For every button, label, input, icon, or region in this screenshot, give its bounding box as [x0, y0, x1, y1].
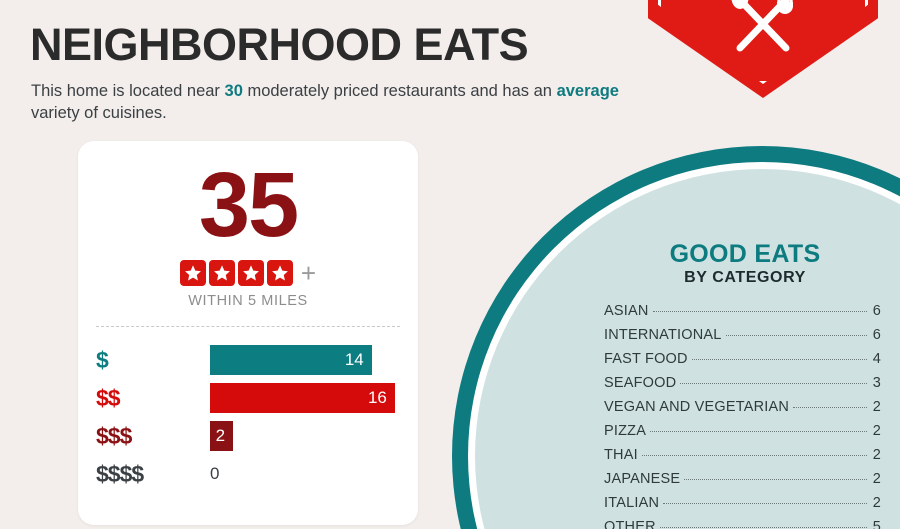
bar-row: $14 [78, 341, 418, 379]
spoon-fork-icon [731, 0, 793, 52]
list-item: OTHER 5 [604, 519, 881, 529]
bar-category-label: $$$ [96, 422, 132, 449]
category-name: THAI [604, 447, 638, 463]
category-name: OTHER [604, 519, 656, 529]
dot-leader [680, 383, 867, 384]
list-item: PIZZA 2 [604, 423, 881, 447]
restaurant-count: 35 [198, 154, 299, 256]
card-divider [96, 326, 400, 327]
list-item: SEAFOOD 3 [604, 375, 881, 399]
dot-leader [641, 455, 867, 456]
dot-leader [659, 527, 867, 528]
list-item: VEGAN AND VEGETARIAN 2 [604, 399, 881, 423]
category-name: INTERNATIONAL [604, 327, 722, 343]
bar-fill: 16 [210, 383, 395, 413]
star-rating: + [78, 260, 418, 286]
list-item: THAI 2 [604, 447, 881, 471]
subtitle-text-3: variety of cuisines. [31, 104, 167, 123]
plus-icon: + [300, 258, 317, 288]
category-name: PIZZA [604, 423, 647, 439]
category-name: ITALIAN [604, 495, 660, 511]
list-item: JAPANESE 2 [604, 471, 881, 495]
category-count: 2 [872, 471, 881, 487]
bar-category-label: $$ [96, 384, 121, 411]
list-item: INTERNATIONAL 6 [604, 327, 881, 351]
bar-track: 14 [210, 345, 418, 375]
category-count: 2 [872, 399, 881, 415]
category-count: 3 [872, 375, 881, 391]
category-name: ASIAN [604, 303, 649, 319]
category-count: 6 [872, 327, 881, 343]
list-item: FAST FOOD 4 [604, 351, 881, 375]
dot-leader [691, 359, 867, 360]
star-icon [179, 260, 206, 286]
bar-category-label: $ [96, 346, 109, 373]
list-item: ASIAN 6 [604, 303, 881, 327]
category-name: JAPANESE [604, 471, 681, 487]
subtitle-count: 30 [224, 82, 243, 100]
category-count: 6 [872, 303, 881, 319]
category-count: 2 [872, 447, 881, 463]
bar-fill: 2 [210, 421, 234, 451]
bar-row: $$$$ 0 [78, 455, 418, 493]
bar-track: 2 [210, 421, 418, 451]
category-count: 5 [872, 519, 881, 529]
category-name: FAST FOOD [604, 351, 688, 367]
good-eats-subtitle: BY CATEGORY [684, 269, 806, 286]
dot-leader [725, 335, 867, 336]
bar-category-label: $$$$ [96, 460, 144, 487]
page-title: NEIGHBORHOOD EATS [30, 19, 529, 70]
star-icon [237, 260, 264, 286]
category-list: ASIAN 6 INTERNATIONAL 6 FAST FOOD 4 SEAFOOD 3 VE… [604, 303, 881, 529]
bar-zero-value: 0 [210, 464, 220, 483]
star-icon [208, 260, 235, 286]
bar-track: 0 [210, 459, 418, 489]
subtitle-emphasis: average [556, 82, 619, 100]
restaurant-stat-card: 35 + WITHIN 5 MILES $14 $$ 16 $$$ 2 $$$$ 0 [78, 141, 418, 525]
dot-leader [793, 407, 867, 408]
bar-fill: 14 [210, 345, 372, 375]
price-level-bar-chart: $14 $$ 16 $$$ 2 $$$$ 0 [78, 341, 418, 493]
subtitle-text-2: moderately priced restaurants and has an [242, 82, 557, 100]
dot-leader [650, 431, 867, 432]
bar-track: 16 [210, 383, 418, 413]
good-eats-title: GOOD EATS [669, 240, 821, 268]
subtitle-text-1: This home is located near [31, 82, 225, 100]
dot-leader [663, 503, 867, 504]
category-name: SEAFOOD [604, 375, 677, 391]
radius-caption: WITHIN 5 MILES [188, 293, 308, 309]
page-subtitle: This home is located near 30 moderately … [31, 80, 631, 125]
category-count: 4 [872, 351, 881, 367]
list-item: ITALIAN 2 [604, 495, 881, 519]
category-count: 2 [872, 495, 881, 511]
category-count: 2 [872, 423, 881, 439]
bar-row: $$$ 2 [78, 417, 418, 455]
bar-row: $$ 16 [78, 379, 418, 417]
star-icon [266, 260, 293, 286]
category-name: VEGAN AND VEGETARIAN [604, 399, 790, 415]
dot-leader [652, 311, 867, 312]
dot-leader [684, 479, 867, 480]
